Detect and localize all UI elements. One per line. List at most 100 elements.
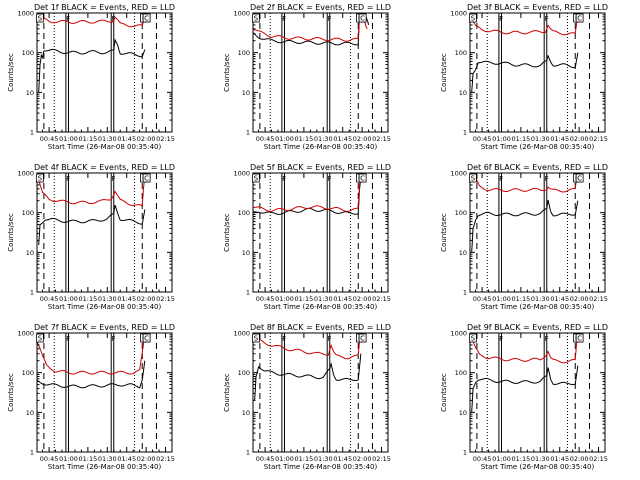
chart-panel-3: Det 3f BLACK = Events, RED = LLD 1 10 100 10… [440,3,608,151]
y-tick-label: 1000 [450,170,467,178]
chart-panel-4: Det 4f BLACK = Events, RED = LLD 1 10 100 10… [7,163,175,311]
x-tick-label: 01:15 [295,135,314,143]
y-axis-label: Counts/sec [440,53,448,92]
x-tick-label: 02:00 [353,455,372,463]
chart-title: Det 9f BLACK = Events, RED = LLD [467,323,608,332]
marker-s-box [35,13,44,23]
x-tick-label: 02:00 [353,295,372,303]
y-tick-label: 1 [463,289,467,297]
x-tick-label: 00:45 [473,135,492,143]
plot-frame [252,332,389,453]
y-tick-label: 100 [238,49,250,57]
x-tick-label: 01:45 [550,455,569,463]
plot-frame [252,172,389,293]
marker-c: C [144,175,149,183]
x-tick-label: 01:30 [98,295,117,303]
chart-panel-1: Det 1f BLACK = Events, RED = LLD 1 10 100 10… [7,3,175,151]
chart-title: Det 7f BLACK = Events, RED = LLD [34,323,175,332]
marker-s: S [471,15,476,23]
x-tick-label: 02:15 [589,135,608,143]
x-tick-label: 01:00 [275,295,294,303]
x-tick-label: 01:45 [550,135,569,143]
plot-frame [36,332,173,453]
chart-panel-5: Det 5f BLACK = Events, RED = LLD 1 10 100 10… [223,163,391,311]
x-tick-label: 01:00 [492,455,511,463]
marker-f: F [327,175,331,183]
x-axis-label: Start Time (26-Mar-08 00:35:40) [264,463,378,471]
marker-s: S [254,15,259,23]
x-tick-label: 01:30 [314,455,333,463]
y-tick-label: 1000 [233,330,250,338]
chart-panel-8: Det 8f BLACK = Events, RED = LLD 1 10 100 10… [223,323,391,471]
y-tick-label: 100 [455,209,467,217]
chart-title: Det 2f BLACK = Events, RED = LLD [250,3,391,12]
marker-c-box [575,13,584,23]
marker-s: S [38,335,43,343]
x-tick-label: 02:15 [589,455,608,463]
x-tick-label: 02:15 [589,295,608,303]
marker-c-box [358,333,367,343]
series-line-lld [253,13,368,42]
x-tick-label: 01:45 [550,295,569,303]
x-tick-label: 01:00 [492,135,511,143]
series-line-lld [470,14,579,36]
x-tick-label: 00:45 [40,295,59,303]
marker-c: C [577,175,582,183]
x-tick-label: 02:00 [137,135,156,143]
y-tick-label: 1 [463,449,467,457]
y-tick-label: 10 [26,89,34,97]
marker-s: S [254,175,259,183]
plot-frame [36,12,173,133]
x-tick-label: 01:15 [512,455,531,463]
marker-c: C [144,15,149,23]
marker-s: S [38,175,43,183]
x-axis-label: Start Time (26-Mar-08 00:35:40) [48,463,162,471]
chart-title: Det 3f BLACK = Events, RED = LLD [467,3,608,12]
y-tick-label: 100 [22,49,34,57]
marker-f: F [544,335,548,343]
chart-title: Det 4f BLACK = Events, RED = LLD [34,163,175,172]
series-group [253,333,362,401]
marker-s: S [471,175,476,183]
x-tick-label: 01:15 [512,295,531,303]
series-line-lld [37,174,146,207]
x-tick-label: 01:45 [333,135,352,143]
y-tick-label: 100 [22,369,34,377]
chart-title: Det 1f BLACK = Events, RED = LLD [34,3,175,12]
x-tick-label: 01:00 [275,455,294,463]
x-axis-label: Start Time (26-Mar-08 00:35:40) [264,143,378,151]
plot-frame [469,172,606,293]
marker-c-box [358,173,367,183]
chart-title: Det 5f BLACK = Events, RED = LLD [250,163,391,172]
x-axis-label: Start Time (26-Mar-08 00:35:40) [264,303,378,311]
series-line-lld [470,173,579,193]
y-tick-label: 1 [246,129,250,137]
marker-c-box [575,173,584,183]
marker-f: F [327,15,331,23]
y-tick-label: 100 [238,369,250,377]
x-tick-label: 00:45 [473,455,492,463]
marker-f: F [282,335,286,343]
x-tick-label: 02:15 [372,135,391,143]
x-tick-label: 01:15 [512,135,531,143]
x-tick-label: 01:45 [117,135,136,143]
series-group [470,173,579,252]
y-axis-label: Counts/sec [223,53,231,92]
marker-s: S [254,335,259,343]
x-axis-label: Start Time (26-Mar-08 00:35:40) [48,303,162,311]
x-tick-label: 01:00 [275,135,294,143]
y-tick-label: 1000 [17,170,34,178]
y-axis-label: Counts/sec [223,213,231,252]
y-tick-label: 100 [455,49,467,57]
y-tick-label: 10 [459,409,467,417]
marker-f: F [111,335,115,343]
marker-f: F [282,175,286,183]
y-tick-label: 1000 [17,330,34,338]
series-line-lld [470,334,579,364]
marker-f: F [66,15,70,23]
marker-s-box [35,333,44,343]
x-tick-label: 02:00 [137,295,156,303]
x-tick-label: 01:00 [492,295,511,303]
series-group [37,174,146,246]
